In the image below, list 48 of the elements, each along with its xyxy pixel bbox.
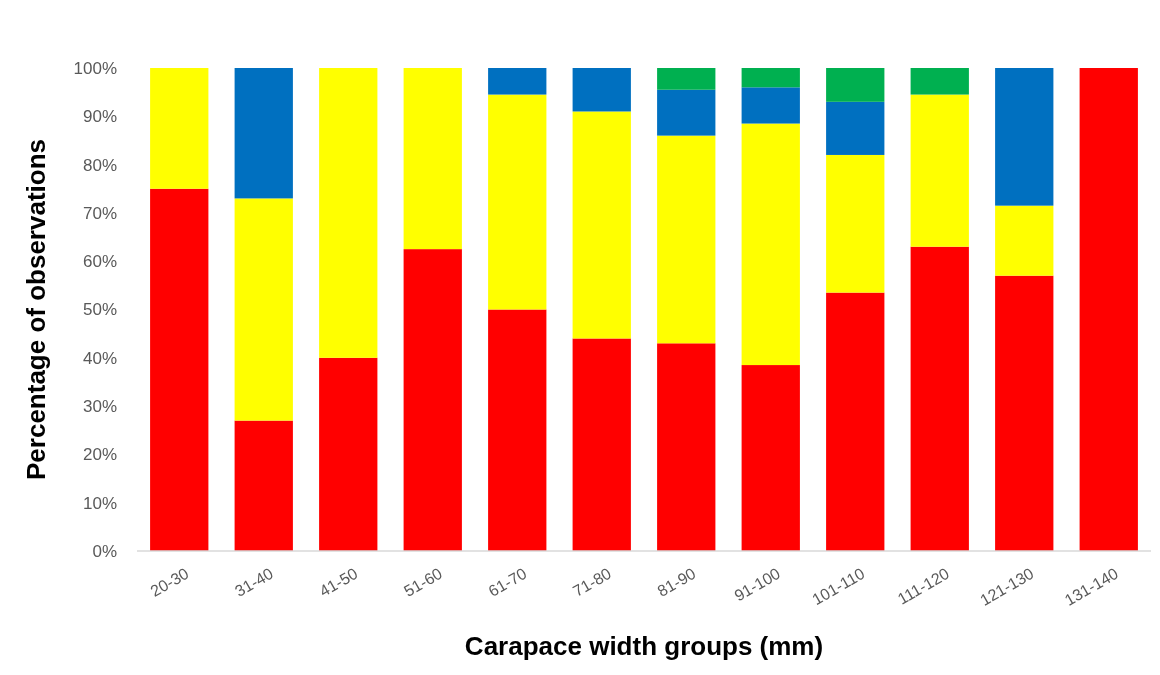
bar bbox=[488, 309, 547, 551]
bar bbox=[910, 246, 969, 551]
bar bbox=[234, 420, 293, 551]
bar bbox=[657, 135, 716, 344]
bar bbox=[572, 338, 631, 551]
bar bbox=[826, 292, 885, 551]
y-axis-title: Percentage of observations bbox=[21, 139, 51, 480]
bar bbox=[319, 68, 378, 358]
y-tick-label: 50% bbox=[82, 300, 117, 320]
y-tick-label: 40% bbox=[82, 348, 117, 368]
bar bbox=[403, 68, 462, 250]
bar bbox=[826, 154, 885, 293]
bar bbox=[1079, 68, 1138, 551]
bar bbox=[995, 205, 1054, 276]
y-tick-label: 90% bbox=[82, 107, 117, 127]
y-tick-label: 10% bbox=[82, 493, 117, 513]
bar bbox=[995, 68, 1054, 206]
bar bbox=[741, 68, 800, 88]
y-tick-label: 70% bbox=[82, 203, 117, 223]
bar bbox=[488, 94, 547, 310]
bar bbox=[826, 68, 885, 102]
bar bbox=[234, 68, 293, 199]
bar bbox=[741, 123, 800, 366]
bar bbox=[234, 198, 293, 421]
y-tick-label: 30% bbox=[82, 397, 117, 417]
bar bbox=[995, 275, 1054, 551]
bar bbox=[741, 365, 800, 551]
bar bbox=[572, 68, 631, 112]
bar bbox=[319, 357, 378, 551]
bar bbox=[657, 343, 716, 551]
x-tick-label: 41-50 bbox=[316, 564, 361, 600]
bar bbox=[150, 68, 209, 189]
y-tick-label: 80% bbox=[82, 155, 117, 175]
bar bbox=[403, 249, 462, 551]
bar bbox=[657, 68, 716, 90]
bar bbox=[150, 188, 209, 551]
y-tick-label: 0% bbox=[92, 541, 117, 561]
bar bbox=[910, 94, 969, 247]
x-axis-title: Carapace width groups (mm) bbox=[464, 631, 824, 661]
bar bbox=[826, 101, 885, 155]
bar bbox=[572, 111, 631, 339]
y-tick-label: 100% bbox=[73, 58, 117, 78]
bar bbox=[741, 87, 800, 124]
y-tick-label: 60% bbox=[82, 252, 117, 272]
bar bbox=[488, 68, 547, 95]
bar bbox=[910, 68, 969, 95]
bar bbox=[657, 89, 716, 136]
y-tick-label: 20% bbox=[82, 445, 117, 465]
